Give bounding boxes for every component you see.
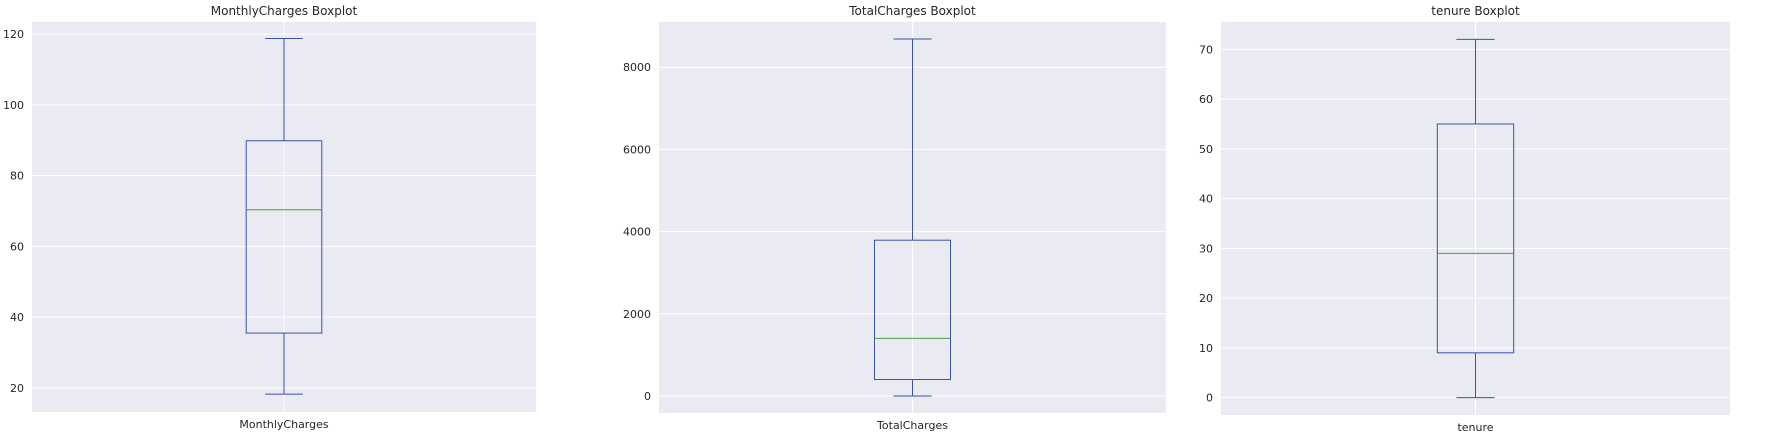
x-category-label: MonthlyCharges (239, 418, 329, 431)
y-tick-label: 0 (644, 390, 651, 403)
y-tick-label: 50 (1199, 143, 1213, 156)
iqr-box (873, 239, 952, 381)
y-tick-label: 4000 (623, 226, 651, 239)
y-tick-label: 30 (1199, 242, 1213, 255)
y-tick-label: 20 (10, 382, 24, 395)
chart-title: tenure Boxplot (1431, 4, 1520, 18)
panel-monthlycharges: MonthlyCharges Boxplot 20 40 60 80 100 120 Mont… (3, 4, 536, 431)
y-tick-label: 60 (1199, 93, 1213, 106)
y-tick-label: 40 (1199, 193, 1213, 206)
y-tick-label: 120 (3, 28, 24, 41)
y-tick-label: 40 (10, 311, 24, 324)
chart-title: TotalCharges Boxplot (848, 4, 976, 18)
iqr-box (245, 140, 323, 334)
y-tick-label: 100 (3, 99, 24, 112)
panel-totalcharges: TotalCharges Boxplot 0 2000 4000 6000 8000 Tot… (623, 4, 1166, 432)
y-tick-label: 2000 (623, 308, 651, 321)
y-tick-label: 10 (1199, 342, 1213, 355)
y-tick-label: 20 (1199, 292, 1213, 305)
chart-title: MonthlyCharges Boxplot (211, 4, 358, 18)
y-tick-label: 70 (1199, 43, 1213, 56)
x-category-label: TotalCharges (876, 419, 948, 432)
y-tick-label: 0 (1206, 392, 1213, 405)
y-tick-label: 80 (10, 170, 24, 183)
y-tick-label: 6000 (623, 143, 651, 156)
y-tick-label: 8000 (623, 61, 651, 74)
iqr-box (1436, 123, 1515, 354)
panel-tenure: tenure Boxplot 0 10 20 30 40 50 60 70 tenure (1199, 4, 1730, 434)
y-tick-label: 60 (10, 240, 24, 253)
x-category-label: tenure (1457, 421, 1493, 434)
